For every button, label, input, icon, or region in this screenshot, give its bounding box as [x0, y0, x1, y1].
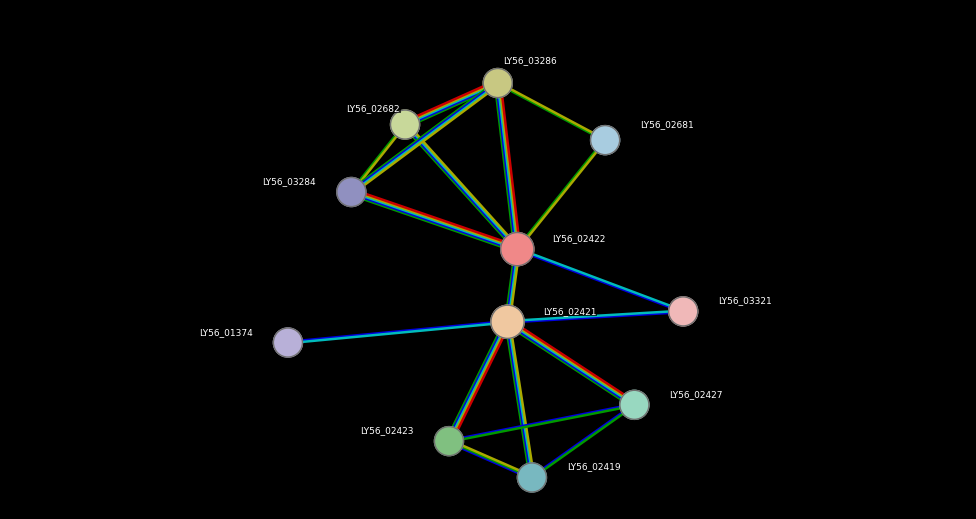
Ellipse shape — [390, 110, 420, 139]
Ellipse shape — [590, 126, 620, 155]
Ellipse shape — [669, 297, 698, 326]
Ellipse shape — [483, 69, 512, 98]
Text: LY56_02681: LY56_02681 — [640, 120, 694, 129]
Text: LY56_02421: LY56_02421 — [543, 307, 596, 316]
Ellipse shape — [273, 328, 303, 357]
Ellipse shape — [337, 177, 366, 207]
Text: LY56_03321: LY56_03321 — [718, 296, 772, 306]
Text: LY56_02419: LY56_02419 — [567, 462, 621, 472]
Text: LY56_03286: LY56_03286 — [503, 56, 556, 65]
Text: LY56_02422: LY56_02422 — [552, 234, 606, 243]
Ellipse shape — [517, 463, 547, 492]
Text: LY56_02423: LY56_02423 — [360, 426, 414, 435]
Ellipse shape — [491, 305, 524, 338]
Text: LY56_01374: LY56_01374 — [199, 327, 253, 337]
Ellipse shape — [620, 390, 649, 419]
Text: LY56_03284: LY56_03284 — [263, 177, 316, 186]
Ellipse shape — [434, 427, 464, 456]
Text: LY56_02427: LY56_02427 — [670, 390, 723, 399]
Text: LY56_02682: LY56_02682 — [346, 104, 400, 113]
Ellipse shape — [501, 233, 534, 266]
